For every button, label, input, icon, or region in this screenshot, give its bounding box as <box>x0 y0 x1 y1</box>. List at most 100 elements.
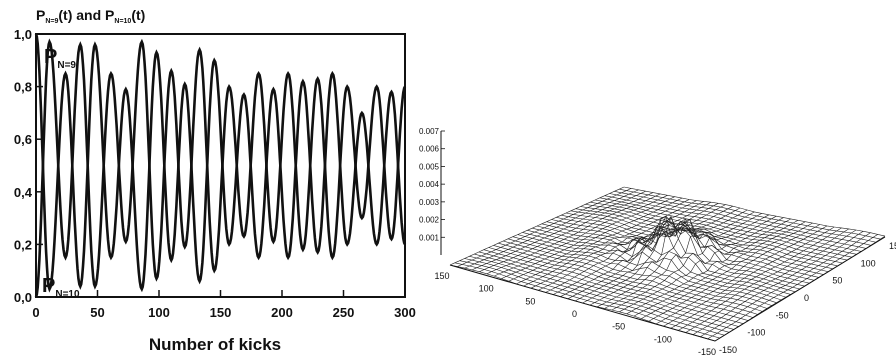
mesh-line-u <box>707 234 878 340</box>
title-p1: P <box>36 7 45 23</box>
y-tick-label: -100 <box>747 328 765 338</box>
x-tick-label: 0 <box>572 309 577 319</box>
y-tick-label: 0 <box>804 293 809 303</box>
series-p10-line <box>34 38 407 298</box>
z-tick-label: 0.003 <box>419 198 440 207</box>
title-sub2: N=10 <box>114 18 131 25</box>
y-tick-label: 0,6 <box>14 132 32 147</box>
mesh-line-u <box>516 199 690 285</box>
y-tick-label: 0,0 <box>14 290 32 305</box>
z-axis-ticks: 0.007 0.006 0.005 0.004 0.003 0.002 0.001 <box>419 127 445 242</box>
legend-p9: PN=9 <box>44 46 76 71</box>
x-tick-label: 0 <box>32 305 39 320</box>
z-tick-label: 0.001 <box>419 233 440 242</box>
mesh-line-v <box>469 256 734 330</box>
mesh-line-v <box>561 214 824 275</box>
legend-p9-sub: N=9 <box>57 60 76 71</box>
mesh-line-u <box>678 228 849 331</box>
x-tick-label: 100 <box>479 284 494 294</box>
mesh-line-v <box>512 236 777 303</box>
mesh-line-u <box>530 201 704 289</box>
mesh-line-v <box>614 191 876 243</box>
axis-ticks: 0 50 100 150 200 250 300 0,0 0,2 0,4 0,6 0,8 1,0 <box>14 27 416 320</box>
y-tick-label: 0,2 <box>14 237 32 252</box>
mesh-line-v <box>488 247 753 318</box>
mesh-line-u <box>523 200 697 287</box>
mesh-line-u <box>471 190 646 271</box>
mesh-line-v <box>570 210 834 270</box>
mesh-line-v <box>590 201 852 258</box>
mesh-line-v <box>623 186 886 237</box>
mesh-line-v <box>536 217 801 290</box>
legend-p9-main: P <box>44 46 57 68</box>
z-tick-label: 0.002 <box>419 216 440 225</box>
mesh-line-v <box>541 215 805 287</box>
y-tick-label: 0,4 <box>14 185 33 200</box>
surface-chart: 0.007 0.006 0.005 0.004 0.003 0.002 0.001 150 1… <box>419 127 896 356</box>
mesh-line-v <box>580 206 843 264</box>
y-tick-label: -50 <box>776 310 789 320</box>
mesh-line-v <box>575 208 838 267</box>
y-tick-label: 50 <box>832 276 842 286</box>
mesh-line-v <box>599 197 862 252</box>
x-tick-label: 300 <box>394 305 416 320</box>
z-tick-label: 0.007 <box>419 127 440 136</box>
legend-p10-main: P <box>42 275 55 297</box>
x-tick-label: 150 <box>210 305 232 320</box>
mesh-line-v <box>527 230 791 295</box>
x-tick-label: 50 <box>90 305 104 320</box>
legend-p10-sub: N=10 <box>55 289 80 300</box>
mesh-line-u <box>648 224 820 322</box>
base-edge <box>449 236 886 342</box>
mesh-line-v <box>507 238 772 306</box>
mesh-line-v <box>478 251 744 324</box>
title-end: (t) <box>131 7 145 23</box>
title-sub1: N=9 <box>45 18 58 25</box>
x-tick-label: 200 <box>271 305 293 320</box>
mesh-line-v <box>565 212 829 272</box>
x-axis-ticks: 150 100 50 0 -50 -100 -150 <box>434 271 716 356</box>
mesh-line-v <box>619 188 881 240</box>
x-tick-label: 100 <box>148 305 170 320</box>
legend-p10: PN=10 <box>42 275 80 300</box>
y-tick-label: 0,8 <box>14 80 32 95</box>
y-tick-label: -150 <box>719 345 737 355</box>
mesh-line-v <box>483 249 749 321</box>
mesh-line-u <box>486 193 661 275</box>
mesh-line-v <box>594 199 857 255</box>
mesh-line-v <box>498 242 763 312</box>
svg-text:PN=10: PN=10 <box>42 275 80 300</box>
svg-text:PN=9(t) and PN=10(t): PN=9(t) and PN=10(t) <box>36 7 145 25</box>
mesh-line-u <box>501 196 675 279</box>
mesh-line-v <box>464 258 730 333</box>
y-tick-label: 150 <box>889 241 896 251</box>
mesh-line-v <box>493 245 758 315</box>
mesh-line-v <box>522 232 786 298</box>
z-tick-label: 0.006 <box>419 145 440 154</box>
mesh-line-v <box>454 262 720 339</box>
z-tick-label: 0.004 <box>419 180 440 189</box>
line-chart: PN=9(t) and PN=10(t) 0 50 100 150 200 250 3000… <box>14 7 416 354</box>
mesh-line-v <box>585 204 848 261</box>
chart-title: PN=9(t) and PN=10(t) <box>36 7 145 25</box>
z-tick-label: 0.005 <box>419 162 440 171</box>
mesh-line-v <box>604 195 867 249</box>
x-tick-label: 250 <box>333 305 355 320</box>
mesh-line-v <box>609 193 871 246</box>
mesh-line-v <box>474 253 739 327</box>
x-tick-label: 50 <box>525 296 535 306</box>
mesh-line-u <box>464 189 639 269</box>
svg-text:PN=9: PN=9 <box>44 46 76 71</box>
mesh-line-v <box>532 216 796 293</box>
y-tick-label: 1,0 <box>14 27 32 42</box>
mesh-line-u <box>508 197 683 282</box>
x-tick-label: -50 <box>612 322 625 332</box>
surface-mesh <box>449 186 886 342</box>
y-axis-ticks: 150 100 50 0 -50 -100 -150 <box>719 241 896 355</box>
x-tick-label: -100 <box>654 334 672 344</box>
mesh-line-v <box>459 260 725 336</box>
x-tick-label: -150 <box>698 347 716 356</box>
title-mid: (t) and P <box>58 7 114 23</box>
series-p9-line <box>34 33 407 293</box>
x-axis-label: Number of kicks <box>149 335 281 354</box>
